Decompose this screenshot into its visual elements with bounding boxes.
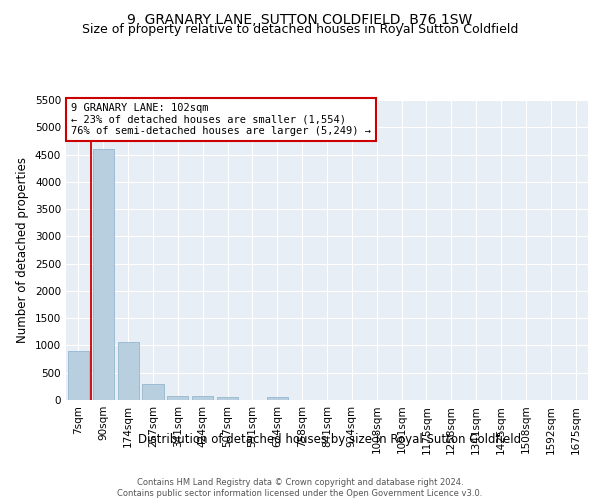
Bar [93,149,114,400]
Text: 9 GRANARY LANE: 102sqm
← 23% of detached houses are smaller (1,554)
76% of semi-: 9 GRANARY LANE: 102sqm ← 23% of detached… [71,103,371,136]
Bar [142,384,164,400]
Text: Size of property relative to detached houses in Royal Sutton Coldfield: Size of property relative to detached ho… [82,22,518,36]
Text: 9, GRANARY LANE, SUTTON COLDFIELD, B76 1SW: 9, GRANARY LANE, SUTTON COLDFIELD, B76 1… [127,12,473,26]
Bar [267,396,288,400]
Bar [118,342,139,400]
Bar [192,396,213,400]
Text: Contains HM Land Registry data © Crown copyright and database right 2024.
Contai: Contains HM Land Registry data © Crown c… [118,478,482,498]
Bar [68,351,89,400]
Bar [167,396,188,400]
Text: Distribution of detached houses by size in Royal Sutton Coldfield: Distribution of detached houses by size … [139,432,521,446]
Y-axis label: Number of detached properties: Number of detached properties [16,157,29,343]
Bar [217,396,238,400]
